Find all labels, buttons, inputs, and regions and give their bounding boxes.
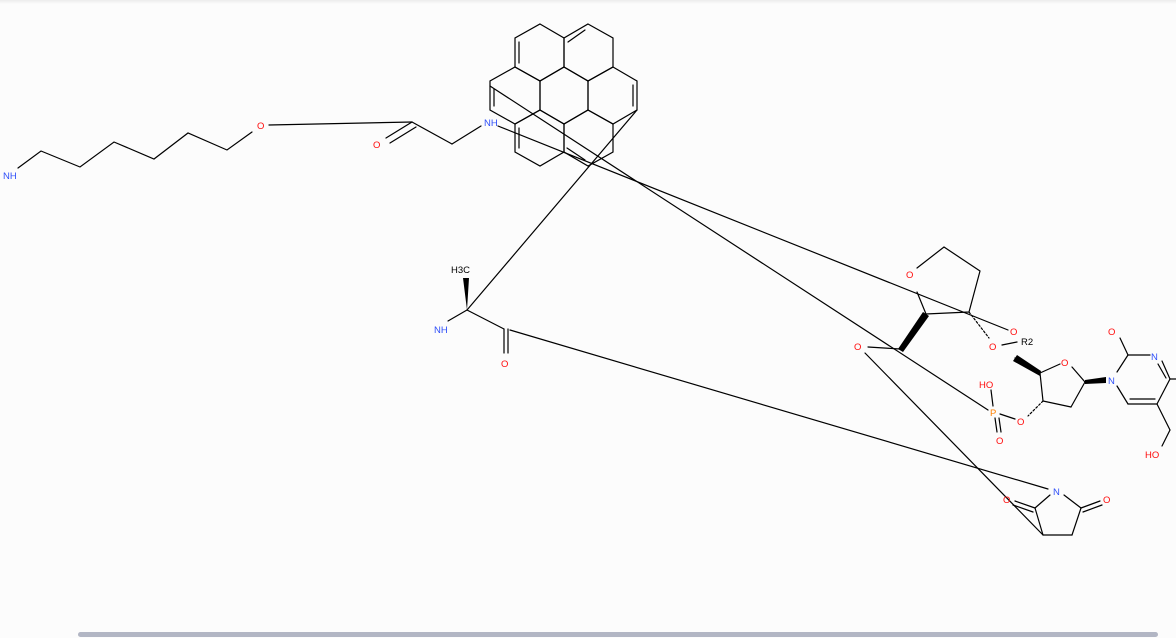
label-o-ester1: O <box>989 342 996 353</box>
label-nh-left: NH <box>3 171 17 182</box>
label-o-r2: O <box>1010 327 1017 338</box>
horizontal-scrollbar[interactable] <box>78 632 1158 637</box>
label-n-pyr2: N <box>1151 352 1158 363</box>
label-ho-phos: HO <box>979 380 993 391</box>
phosphate-group <box>990 389 1016 433</box>
alanine-fragment <box>447 278 509 354</box>
label-o-thf: O <box>906 270 913 281</box>
label-o-chain: O <box>257 121 264 132</box>
thf-ring <box>867 246 1018 352</box>
label-o-phos-bridge: O <box>1017 417 1024 428</box>
crossing-bonds <box>466 85 1049 536</box>
label-p: P <box>990 408 996 419</box>
label-r2: R2 <box>1021 337 1033 348</box>
label-o-left-bond: O <box>854 342 861 353</box>
alkyl-chain <box>17 121 482 169</box>
label-o-phos: O <box>996 436 1003 447</box>
top-shade <box>0 0 1176 4</box>
label-h3c: H3C <box>451 265 470 276</box>
label-n-succ: N <box>1053 487 1060 498</box>
label-o-pyr: O <box>1108 327 1115 338</box>
pyrimidine-ring <box>1116 337 1176 447</box>
label-ho-cm: HO <box>1145 450 1159 461</box>
label-o-ring2: O <box>1061 358 1068 369</box>
label-o-succ1: O <box>1003 495 1010 506</box>
polycyclic-aromatic <box>489 23 638 167</box>
label-nh-top: NH <box>484 118 498 129</box>
label-o-ala: O <box>501 359 508 370</box>
label-nh-ala: NH <box>434 325 448 336</box>
label-o-succ2: O <box>1103 495 1110 506</box>
molecule-structure: NH O O NH O O R2 O O O O N N HO P O O HO… <box>3 23 1176 536</box>
atom-labels: NH O O NH O O R2 O O O O N N HO P O O HO… <box>3 118 1159 506</box>
nucleotide-sugar <box>1013 355 1106 417</box>
label-o-amide: O <box>373 140 380 151</box>
succinimide-ring <box>1012 494 1103 536</box>
label-n-pyr1: N <box>1108 376 1115 387</box>
